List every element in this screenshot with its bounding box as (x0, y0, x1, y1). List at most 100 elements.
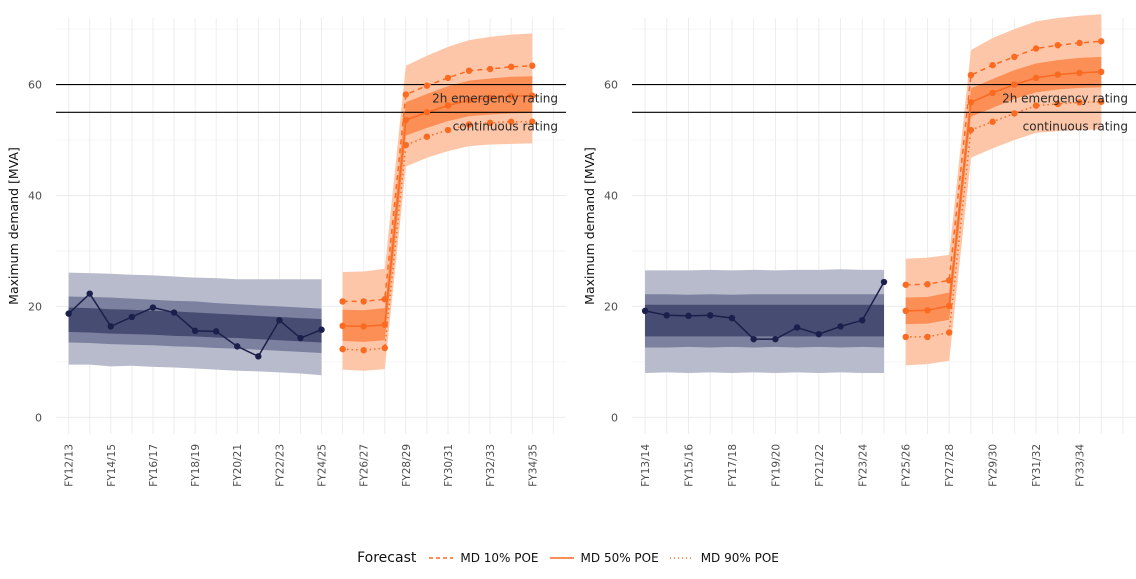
forecast-point (968, 127, 974, 133)
historical-point (192, 328, 198, 334)
forecast-point (903, 334, 909, 340)
chart-panel-1: 0 20 40 60 FY12/13 FY14/15 FY16/17 FY18/19 FY20/… (6, 18, 566, 487)
y-tick-label: 20 (604, 300, 618, 313)
y-tick-label: 0 (35, 411, 42, 424)
y-tick-label: 40 (604, 189, 618, 202)
x-tick-label: FY25/26 (901, 444, 913, 487)
historical-point (881, 279, 887, 285)
forecast-point (508, 64, 514, 70)
legend-key-dashed-line-icon (428, 553, 454, 563)
historical-point (837, 323, 843, 329)
forecast-point (946, 329, 952, 335)
forecast-point (403, 91, 409, 97)
forecast-point (403, 117, 409, 123)
forecast-point (903, 308, 909, 314)
historical-point (750, 336, 756, 342)
x-tick-label: FY18/19 (190, 444, 202, 487)
forecast-point (924, 334, 930, 340)
x-tick-label: FY14/15 (106, 444, 118, 487)
historical-point (642, 308, 648, 314)
forecast-point (360, 323, 366, 329)
forecast-point (466, 67, 472, 73)
historical-point (234, 343, 240, 349)
x-tick-label: FY26/27 (359, 444, 371, 487)
forecast-point (529, 63, 535, 69)
forecast-point (1033, 75, 1039, 81)
forecast-point (424, 82, 430, 88)
historical-point (213, 328, 219, 334)
legend: Forecast MD 10% POE MD 50% POE MD 90% PO… (0, 546, 1136, 570)
reference-line-label: continuous rating (453, 119, 558, 133)
y-tick-label: 60 (604, 79, 618, 92)
reference-line-label: 2h emergency rating (1002, 92, 1128, 106)
forecast-point (903, 282, 909, 288)
forecast-point (424, 109, 430, 115)
historical-point (108, 323, 114, 329)
legend-item-md10: MD 10% POE (428, 551, 538, 565)
forecast-point (968, 99, 974, 105)
x-tick-label: FY32/33 (485, 444, 497, 487)
legend-key-solid-line-icon (549, 553, 575, 563)
historical-point (729, 315, 735, 321)
forecast-point (339, 323, 345, 329)
forecast-point (1076, 40, 1082, 46)
historical-point (276, 317, 282, 323)
forecast-point (487, 66, 493, 72)
x-tick-label: FY13/14 (640, 444, 652, 487)
historical-point (794, 324, 800, 330)
forecast-point (445, 127, 451, 133)
reference-line-label: continuous rating (1023, 119, 1128, 133)
historical-point (664, 312, 670, 318)
x-tick-label: FY28/29 (401, 444, 413, 487)
x-tick-label: FY31/32 (1031, 444, 1043, 487)
y-tick-label: 40 (28, 189, 42, 202)
forecast-point (403, 142, 409, 148)
historical-point (816, 331, 822, 337)
y-tick-label: 20 (28, 300, 42, 313)
x-tick-label: FY15/16 (683, 444, 695, 487)
forecast-point (1076, 70, 1082, 76)
forecast-point (339, 346, 345, 352)
legend-label-md10: MD 10% POE (460, 551, 538, 565)
x-tick-label: FY22/23 (274, 444, 286, 487)
x-tick-label: FY16/17 (148, 444, 160, 487)
legend-label-md90: MD 90% POE (701, 551, 779, 565)
x-tick-label: FY12/13 (64, 444, 76, 487)
x-tick-label: FY33/34 (1075, 444, 1087, 487)
x-tick-label: FY21/22 (814, 444, 826, 487)
chart-panels: 0 20 40 60 FY12/13 FY14/15 FY16/17 FY18/19 FY20/… (0, 0, 1136, 540)
forecast-point (424, 133, 430, 139)
reference-line-label: 2h emergency rating (432, 92, 558, 106)
historical-point (707, 312, 713, 318)
forecast-point (360, 347, 366, 353)
historical-band-inner (645, 305, 884, 337)
forecast-point (968, 72, 974, 78)
y-tick-label: 0 (611, 411, 618, 424)
x-tick-label: FY24/25 (317, 444, 329, 487)
chart-panel-2: 0 20 40 60 FY13/14 FY15/16 FY17/18 FY19/20 FY21/… (582, 14, 1136, 487)
forecast-point (989, 62, 995, 68)
historical-point (255, 353, 261, 359)
legend-title: Forecast (357, 550, 416, 566)
historical-point (87, 290, 93, 296)
x-tick-label: FY19/20 (770, 444, 782, 487)
x-tick-label: FY30/31 (443, 444, 455, 487)
y-tick-label: 60 (28, 79, 42, 92)
historical-point (65, 310, 71, 316)
forecast-point (1055, 42, 1061, 48)
historical-point (129, 314, 135, 320)
forecast-point (1098, 69, 1104, 75)
forecast-point (1055, 71, 1061, 77)
historical-point (171, 309, 177, 315)
x-tick-label: FY23/24 (857, 444, 869, 487)
historical-point (859, 317, 865, 323)
forecast-point (1011, 81, 1017, 87)
forecast-point (360, 298, 366, 304)
legend-label-md50: MD 50% POE (581, 551, 659, 565)
y-axis-title: Maximum demand [MVA] (6, 147, 21, 305)
forecast-point (445, 75, 451, 81)
x-tick-label: FY17/18 (727, 444, 739, 487)
x-tick-label: FY29/30 (988, 444, 1000, 487)
forecast-point (1033, 45, 1039, 51)
